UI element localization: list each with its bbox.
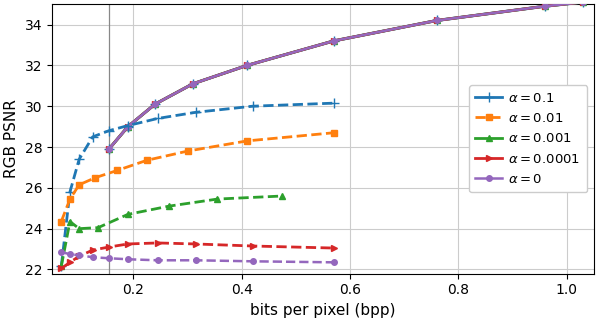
- $\alpha = 0.01$: [144, 158, 151, 162]
- $\alpha = 0.001$: [165, 204, 172, 208]
- $\alpha = 0.0001$: [57, 267, 65, 270]
- X-axis label: bits per pixel (bpp): bits per pixel (bpp): [250, 303, 396, 318]
- $\alpha = 0.0001$: [192, 242, 199, 246]
- $\alpha = 0.1$: [105, 129, 112, 133]
- $\alpha = 0$: [249, 260, 256, 263]
- $\alpha = 0.0001$: [66, 260, 74, 264]
- $\alpha = 0.1$: [57, 264, 65, 268]
- $\alpha = 0.1$: [66, 190, 74, 194]
- Legend: $\alpha = 0.1$, $\alpha = 0.01$, $\alpha = 0.001$, $\alpha = 0.0001$, $\alpha = : $\alpha = 0.1$, $\alpha = 0.01$, $\alpha…: [469, 85, 587, 193]
- $\alpha = 0.1$: [192, 110, 199, 114]
- $\alpha = 0$: [192, 258, 199, 262]
- Line: $\alpha = 0.1$: $\alpha = 0.1$: [56, 98, 338, 271]
- Line: $\alpha = 0$: $\alpha = 0$: [59, 249, 337, 265]
- $\alpha = 0.001$: [75, 227, 83, 231]
- $\alpha = 0.1$: [89, 135, 96, 139]
- $\alpha = 0$: [105, 256, 112, 260]
- $\alpha = 0.001$: [66, 220, 74, 223]
- $\alpha = 0$: [89, 255, 96, 259]
- Line: $\alpha = 0.001$: $\alpha = 0.001$: [58, 193, 286, 270]
- $\alpha = 0.0001$: [75, 254, 83, 258]
- $\alpha = 0.001$: [213, 197, 221, 201]
- $\alpha = 0.1$: [330, 101, 337, 105]
- $\alpha = 0.01$: [114, 168, 121, 172]
- $\alpha = 0.01$: [66, 197, 74, 201]
- $\alpha = 0.001$: [124, 213, 132, 216]
- $\alpha = 0$: [330, 260, 337, 264]
- $\alpha = 0.001$: [57, 264, 65, 268]
- Line: $\alpha = 0.01$: $\alpha = 0.01$: [58, 129, 337, 225]
- $\alpha = 0$: [66, 252, 74, 256]
- $\alpha = 0.0001$: [89, 248, 96, 252]
- $\alpha = 0$: [154, 258, 161, 262]
- $\alpha = 0.01$: [57, 220, 65, 223]
- $\alpha = 0.01$: [184, 149, 191, 153]
- $\alpha = 0.01$: [243, 139, 251, 143]
- $\alpha = 0.1$: [154, 117, 161, 120]
- $\alpha = 0.0001$: [330, 246, 337, 250]
- Y-axis label: RGB PSNR: RGB PSNR: [4, 99, 19, 178]
- $\alpha = 0.0001$: [105, 245, 112, 249]
- $\alpha = 0.01$: [92, 176, 99, 180]
- $\alpha = 0.0001$: [249, 244, 256, 248]
- $\alpha = 0$: [124, 257, 132, 261]
- $\alpha = 0$: [75, 253, 83, 257]
- $\alpha = 0.001$: [279, 194, 286, 198]
- $\alpha = 0.1$: [124, 124, 132, 128]
- $\alpha = 0.1$: [75, 157, 83, 161]
- Line: $\alpha = 0.0001$: $\alpha = 0.0001$: [58, 240, 337, 272]
- $\alpha = 0.001$: [94, 226, 102, 230]
- $\alpha = 0.0001$: [154, 241, 161, 245]
- $\alpha = 0.1$: [249, 104, 256, 108]
- $\alpha = 0.01$: [75, 183, 83, 187]
- $\alpha = 0.01$: [330, 131, 337, 135]
- $\alpha = 0.0001$: [124, 242, 132, 246]
- $\alpha = 0$: [57, 250, 65, 254]
